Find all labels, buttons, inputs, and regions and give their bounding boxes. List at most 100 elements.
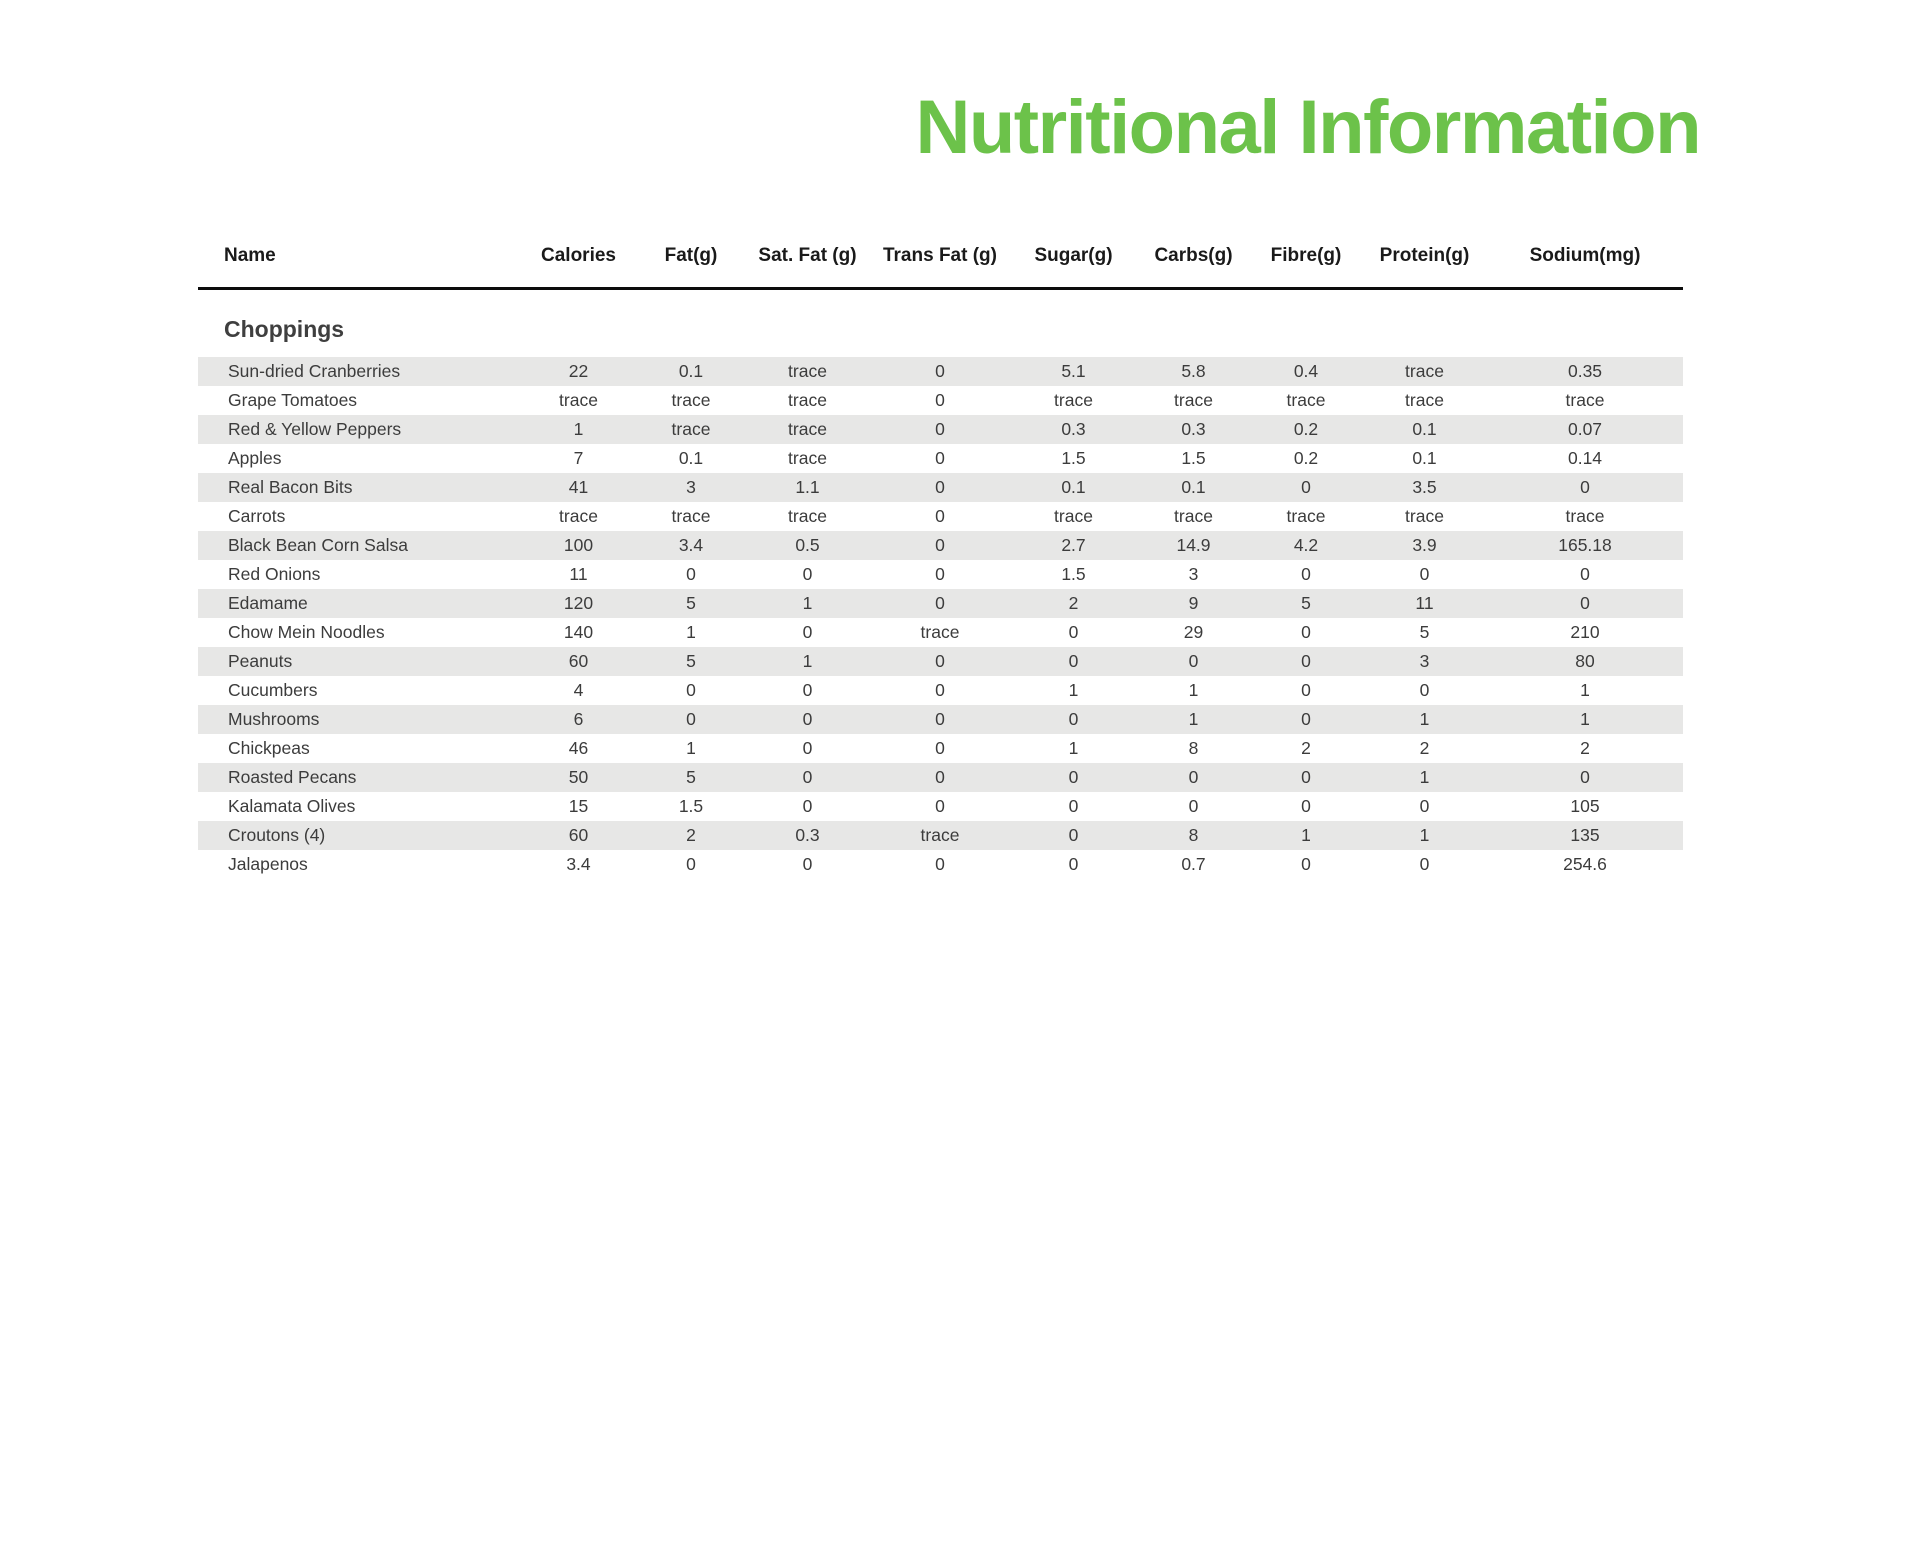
- nutrient-value: 0: [686, 854, 696, 874]
- nutrient-value: trace: [788, 361, 827, 381]
- table-row: Chow Mein Noodles 140 1 0 trace 0 29 0 5 210: [198, 618, 1683, 647]
- nutrient-value: trace: [1286, 390, 1326, 410]
- nutrient-value: trace: [1565, 506, 1605, 526]
- nutrient-value: 0: [935, 448, 945, 468]
- food-name: Carrots: [228, 506, 286, 526]
- nutrient-value: 3.4: [566, 854, 591, 874]
- nutrient-value: 1.1: [795, 477, 820, 497]
- nutrient-value: 0.3: [1061, 419, 1086, 439]
- food-name: Real Bacon Bits: [228, 477, 353, 497]
- nutrient-value: 210: [1570, 622, 1600, 642]
- nutrient-value: 0.35: [1567, 361, 1603, 381]
- nutrient-value: 0: [1068, 796, 1079, 816]
- table-row: Croutons (4) 60 2 0.3 trace 0 8 1 1 135: [198, 821, 1683, 850]
- nutrient-value: 0.1: [1061, 477, 1086, 497]
- nutrient-value: 1: [686, 738, 696, 758]
- table-row: Kalamata Olives 15 1.5 0 0 0 0 0 0 105: [198, 792, 1683, 821]
- nutrient-value: 0: [802, 564, 813, 584]
- nutrient-value: 1: [1301, 825, 1311, 845]
- nutrient-value: 0.4: [1293, 361, 1319, 381]
- nutrient-value: trace: [788, 390, 827, 410]
- nutrient-value: trace: [788, 506, 827, 526]
- nutrient-value: 22: [568, 361, 589, 381]
- nutrient-value: 1: [1068, 738, 1079, 758]
- nutrient-value: 3.5: [1412, 477, 1437, 497]
- nutrient-value: 0: [1301, 709, 1311, 729]
- nutrient-value: 0: [1301, 477, 1311, 497]
- nutrient-value: 80: [1575, 651, 1595, 671]
- nutrient-value: trace: [1286, 506, 1326, 526]
- nutrient-value: 2: [1301, 738, 1311, 758]
- nutrient-value: 0.7: [1181, 854, 1206, 874]
- section-heading: Choppings: [198, 288, 1683, 357]
- nutrient-value: trace: [1405, 390, 1444, 410]
- table-row: Red & Yellow Peppers 1 trace trace 0 0.3 0.3 0.…: [198, 415, 1683, 444]
- nutrient-value: 0: [1419, 564, 1430, 584]
- column-header-name: Name: [198, 245, 520, 290]
- nutrient-value: 0: [802, 622, 813, 642]
- nutrient-value: 0: [1188, 651, 1199, 671]
- nutrient-value: trace: [671, 419, 711, 439]
- nutrient-value: 1.5: [1061, 564, 1086, 584]
- food-name: Chow Mein Noodles: [228, 622, 385, 642]
- column-header-sugar-g: Sugar(g): [1010, 245, 1137, 290]
- food-name: Peanuts: [228, 651, 293, 671]
- nutrient-value: 2: [1068, 593, 1079, 613]
- food-name: Mushrooms: [228, 709, 320, 729]
- page-title: Nutritional Information: [915, 85, 1701, 170]
- nutrient-value: trace: [559, 506, 598, 526]
- nutrient-value: 0: [935, 767, 945, 787]
- nutrient-value: 0.1: [1412, 448, 1437, 468]
- column-header-protein-g: Protein(g): [1362, 245, 1487, 290]
- table-row: Mushrooms 6 0 0 0 0 1 0 1 1: [198, 705, 1683, 734]
- nutrient-value: trace: [1174, 506, 1213, 526]
- section-row: Choppings: [198, 288, 1683, 357]
- food-name: Croutons (4): [228, 825, 326, 845]
- nutrient-value: 165.18: [1558, 535, 1612, 555]
- nutrient-value: 100: [563, 535, 594, 555]
- nutrient-value: 5: [686, 651, 696, 671]
- nutrient-value: 0: [802, 796, 813, 816]
- nutrient-value: 0: [1068, 622, 1079, 642]
- nutrient-value: 0: [935, 361, 945, 381]
- nutrient-value: 1: [1419, 825, 1430, 845]
- nutrient-value: 3: [1188, 564, 1199, 584]
- nutrient-value: 254.6: [1563, 854, 1607, 874]
- nutrient-value: 0: [1419, 854, 1430, 874]
- nutrient-value: 0: [935, 854, 945, 874]
- table-row: Carrots trace trace trace 0 trace trace trace tr…: [198, 502, 1683, 531]
- nutrient-value: 140: [563, 622, 594, 642]
- nutrient-value: 11: [1415, 593, 1434, 613]
- nutrient-value: 8: [1188, 738, 1199, 758]
- nutrient-value: trace: [1405, 506, 1444, 526]
- nutrient-value: 0: [1580, 593, 1590, 613]
- table-row: Black Bean Corn Salsa 100 3.4 0.5 0 2.7 14.9 4.…: [198, 531, 1683, 560]
- nutrient-value: 0: [935, 564, 945, 584]
- nutrient-value: 15: [568, 796, 589, 816]
- table-row: Cucumbers 4 0 0 0 1 1 0 0 1: [198, 676, 1683, 705]
- nutrient-value: 0.3: [795, 825, 820, 845]
- nutrient-value: 1: [573, 419, 584, 439]
- nutrient-value: 0: [935, 738, 945, 758]
- nutrient-value: 0: [1301, 854, 1311, 874]
- nutrient-value: 0.07: [1567, 419, 1603, 439]
- nutrient-value: 0: [1188, 796, 1199, 816]
- nutrition-table: Name Calories Fat(g) Sat. Fat (g) Trans Fat …: [198, 245, 1683, 879]
- table-row: Real Bacon Bits 41 3 1.1 0 0.1 0.1 0 3.5 0: [198, 473, 1683, 502]
- column-header-sodium-mg: Sodium(mg): [1487, 245, 1683, 290]
- nutrient-value: 0: [1301, 622, 1311, 642]
- food-name: Red Onions: [228, 564, 321, 584]
- nutrient-value: 0: [1068, 854, 1079, 874]
- nutrient-value: 60: [568, 825, 589, 845]
- nutrient-value: 5: [686, 767, 696, 787]
- nutrient-value: 0.5: [795, 535, 820, 555]
- nutrient-value: 1: [802, 593, 813, 613]
- food-name: Kalamata Olives: [228, 796, 356, 816]
- nutrient-value: 0: [1188, 767, 1199, 787]
- nutrient-value: 0: [1301, 651, 1311, 671]
- nutrient-value: 5.1: [1061, 361, 1086, 381]
- nutrient-value: 0: [1301, 564, 1311, 584]
- nutrient-value: 0: [1068, 825, 1079, 845]
- nutrient-value: 1.5: [1061, 448, 1086, 468]
